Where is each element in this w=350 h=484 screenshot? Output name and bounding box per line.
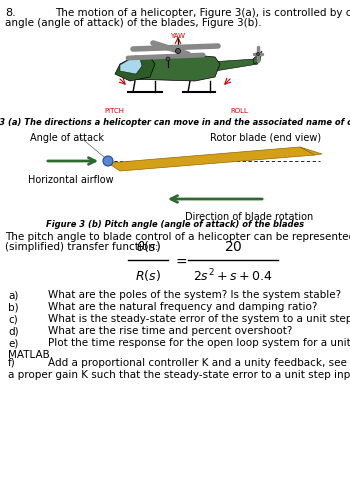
Text: Horizontal airflow: Horizontal airflow [28,175,114,184]
Text: Plot the time response for the open loop system for a unit step input using: Plot the time response for the open loop… [48,337,350,348]
Text: e): e) [8,337,18,348]
Text: PITCH: PITCH [104,108,124,114]
Text: $\theta(s)$: $\theta(s)$ [135,239,160,254]
Text: ROLL: ROLL [230,108,248,114]
Text: Direction of blade rotation: Direction of blade rotation [185,212,313,222]
Polygon shape [253,52,262,65]
Text: angle (angle of attack) of the blades, Figure 3(b).: angle (angle of attack) of the blades, F… [5,18,262,28]
Circle shape [175,49,181,54]
Text: Figure 3 (b) Pitch angle (angle of attack) of the blades: Figure 3 (b) Pitch angle (angle of attac… [46,220,304,228]
Text: Figure 3 (a) The directions a helicopter can move in and the associated name of : Figure 3 (a) The directions a helicopter… [0,118,350,127]
Text: (simplified) transfer function:: (simplified) transfer function: [5,242,159,252]
Polygon shape [120,59,142,75]
Text: f): f) [8,357,16,367]
Text: 8.: 8. [5,8,16,18]
Text: $R(s)$: $R(s)$ [135,268,161,283]
Text: The pitch angle to blade control of a helicopter can be represented by the follo: The pitch angle to blade control of a he… [5,231,350,242]
Text: a proper gain K such that the steady-state error to a unit step input decreases : a proper gain K such that the steady-sta… [8,369,350,379]
Text: a): a) [8,289,18,300]
Text: YAW: YAW [170,33,186,39]
Text: c): c) [8,313,18,323]
Circle shape [103,157,113,166]
Polygon shape [115,57,155,82]
Text: What is the steady-state error of the system to a unit step input?: What is the steady-state error of the sy… [48,313,350,323]
Text: Add a proportional controller K and a unity feedback, see Figure 3(c), find: Add a proportional controller K and a un… [48,357,350,367]
Polygon shape [210,60,258,72]
Text: $20$: $20$ [224,240,242,254]
Circle shape [257,53,259,56]
Text: Angle of attack: Angle of attack [30,133,104,143]
Polygon shape [300,148,322,156]
Circle shape [166,58,170,62]
Text: b): b) [8,302,19,311]
Text: What are the rise time and percent overshoot?: What are the rise time and percent overs… [48,325,292,335]
Text: $=$: $=$ [173,254,187,268]
Text: What are the poles of the system? Is the system stable?: What are the poles of the system? Is the… [48,289,341,300]
Text: What are the natural frequency and damping ratio?: What are the natural frequency and dampi… [48,302,317,311]
Text: $2s^2 + s + 0.4$: $2s^2 + s + 0.4$ [193,268,273,284]
Polygon shape [125,56,220,82]
Polygon shape [108,148,315,172]
Text: Rotor blade (end view): Rotor blade (end view) [210,133,321,143]
Text: The motion of a helicopter, Figure 3(a), is controlled by controlling the pitch: The motion of a helicopter, Figure 3(a),… [55,8,350,18]
Text: d): d) [8,325,19,335]
Text: MATLAB.: MATLAB. [8,349,53,359]
